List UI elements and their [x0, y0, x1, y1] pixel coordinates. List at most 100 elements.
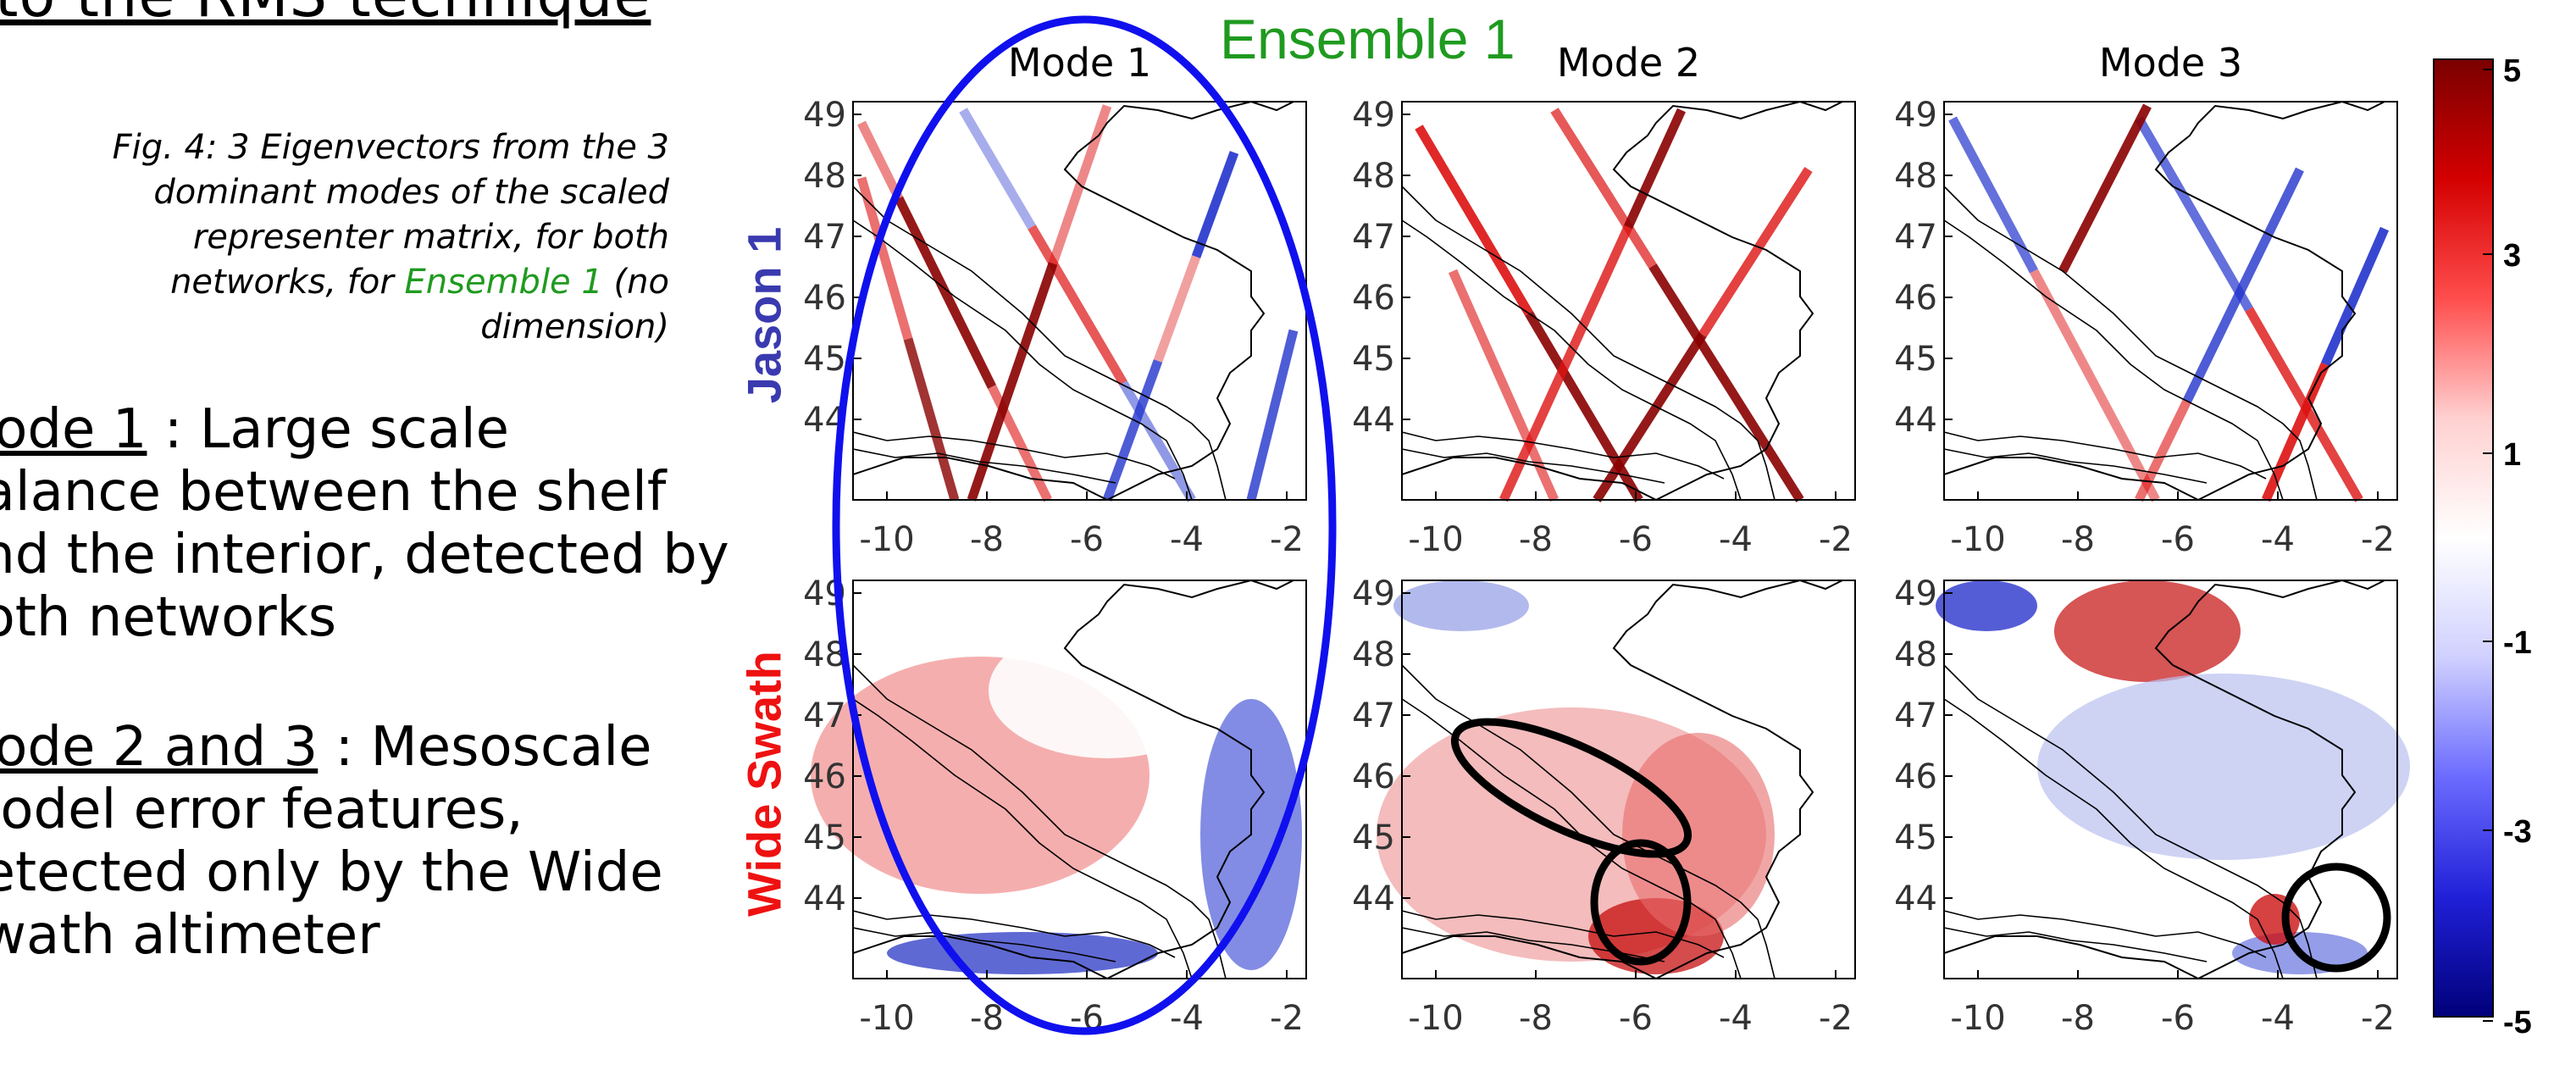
x-tick-label: -4 [1170, 999, 1204, 1038]
colorbar-tick-label: -5 [2503, 1005, 2532, 1040]
isobath-line [1401, 448, 1665, 484]
altimeter-track [857, 120, 903, 201]
bullet-line: and the interior, detected by [0, 524, 729, 586]
y-tick-label: 48 [1894, 635, 1937, 674]
altimeter-track [2183, 167, 2304, 403]
column-title: Mode 2 [1557, 40, 1700, 86]
coastline-iberia [1401, 935, 1657, 979]
x-tick-label: -6 [1070, 520, 1104, 559]
y-tick-label: 44 [1352, 401, 1395, 440]
panel-frame [1943, 101, 2398, 501]
x-tick-label: -4 [1719, 999, 1753, 1038]
y-tick-label: 49 [1894, 96, 1937, 135]
altimeter-track [856, 176, 913, 341]
bullet-line: : Mesoscale [318, 716, 652, 779]
x-tick-label: -6 [2161, 520, 2195, 559]
bullet-mode-1: Mode 1 : Large scale balance between the… [0, 398, 729, 649]
x-tick-label: -10 [1408, 520, 1463, 559]
panel-frame [1401, 101, 1856, 501]
altimeter-track [1593, 332, 1707, 502]
map-panel-wide-swath-mode-2: 49 48 47 46 45 44 -10 -8 -6 -4 -2 [1352, 574, 1856, 1038]
altimeter-track [2030, 269, 2160, 502]
altimeter-track [1648, 263, 1804, 502]
x-tick-label: -8 [1519, 520, 1553, 559]
panel-frame [852, 580, 1307, 979]
x-tick-label: -8 [2061, 999, 2095, 1038]
altimeter-track [959, 108, 1036, 230]
y-tick-label: 46 [1352, 757, 1395, 796]
y-tick-label: 49 [803, 96, 846, 135]
y-tick-label: 44 [1894, 879, 1937, 918]
y-tick-label: 45 [1894, 340, 1937, 379]
y-tick-label: 45 [1352, 340, 1395, 379]
x-tick-label: -6 [1619, 999, 1653, 1038]
altimeter-track [2320, 226, 2390, 367]
x-tick-label: -2 [1270, 999, 1304, 1038]
altimeter-track [1698, 167, 1813, 337]
bullet-line: balance between the shelf [0, 461, 667, 524]
x-tick-label: -4 [1170, 520, 1204, 559]
isobath-line [852, 927, 1116, 962]
isobath-line [1401, 431, 1725, 480]
y-tick-label: 45 [803, 340, 846, 379]
isobath-line [1943, 927, 2208, 962]
mesoscale-feature-ellipse [1590, 839, 1692, 966]
altimeter-track [967, 262, 1058, 502]
isobath-line [1401, 219, 1742, 501]
x-tick-label: -2 [1819, 520, 1853, 559]
map-panel-wide-swath-mode-3: 49 48 47 46 45 44 -10 -8 -6 -4 -2 [1894, 574, 2410, 1038]
isobath-line [1943, 219, 2284, 501]
altimeter-track [2135, 116, 2253, 312]
bullet-line: model error features, [0, 779, 524, 841]
x-tick-label: -10 [1408, 999, 1463, 1038]
coastline [2154, 579, 2398, 979]
altimeter-track [903, 337, 960, 502]
x-tick-label: -10 [859, 520, 914, 559]
anomaly-field [887, 932, 1158, 974]
colorbar: 5 3 1 -1 -3 -5 [2433, 53, 2532, 1040]
bullet-title: Mode 1 [0, 398, 147, 461]
figure-caption: Fig. 4: 3 Eigenvectors from the 3 domina… [59, 125, 669, 350]
isobath-line [1943, 698, 2284, 979]
colorbar-scale [2433, 58, 2494, 1018]
mesoscale-feature-ellipse [2281, 863, 2391, 973]
map-panel-jason1-mode-3: 49 48 47 46 45 44 -10 -8 -6 -4 -2 Mode 3 [1894, 40, 2398, 559]
altimeter-track [2058, 103, 2152, 274]
isobath-line [852, 186, 1227, 501]
anomaly-field [1393, 580, 1529, 631]
coastline-iberia [1943, 457, 2199, 501]
isobath-line [1401, 910, 1725, 958]
y-tick-label: 45 [1894, 818, 1937, 857]
bullet-title: Mode 2 and 3 [0, 716, 319, 779]
colorbar-tick-label: 5 [2503, 53, 2521, 89]
x-tick-label: -8 [970, 520, 1004, 559]
isobath-line [1943, 448, 2208, 484]
anomaly-field [2037, 674, 2410, 860]
altimeter-track [1102, 359, 1163, 502]
y-tick-label: 48 [1352, 635, 1395, 674]
y-tick-label: 44 [803, 879, 846, 918]
x-tick-label: -10 [1950, 520, 2005, 559]
x-tick-label: -10 [1950, 999, 2005, 1038]
x-tick-label: -2 [2361, 999, 2395, 1038]
y-tick-label: 49 [1894, 574, 1937, 613]
altimeter-track [1191, 151, 1239, 258]
x-tick-label: -8 [1519, 999, 1553, 1038]
column-title: Mode 3 [2099, 40, 2242, 86]
y-tick-label: 47 [1894, 218, 1937, 257]
caption-ensemble-highlight: Ensemble 1 [404, 263, 603, 302]
caption-text-after: (no dimension) [480, 263, 669, 347]
map-panel-jason1-mode-2: 49 48 47 46 45 44 -10 -8 -6 -4 -2 Mode 2 [1352, 40, 1856, 559]
panel-frame [1401, 580, 1856, 979]
y-tick-label: 45 [803, 818, 846, 857]
altimeter-track [1499, 225, 1633, 502]
ensemble-title: Ensemble 1 [1220, 8, 1515, 70]
panel-background [1402, 102, 1855, 500]
y-tick-label: 48 [1352, 157, 1395, 196]
y-tick-label: 46 [1894, 279, 1937, 318]
x-tick-label: -8 [2061, 520, 2095, 559]
x-tick-label: -8 [970, 999, 1004, 1038]
altimeter-track [1153, 255, 1201, 363]
altimeter-track [1028, 225, 1127, 386]
coastline-iberia [852, 935, 1108, 979]
